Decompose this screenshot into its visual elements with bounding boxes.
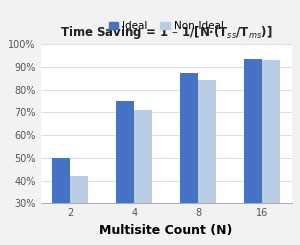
Legend: Ideal, Non-Ideal: Ideal, Non-Ideal (109, 21, 224, 31)
Bar (70, 176, 88, 245)
Bar (244, 59, 262, 245)
Bar (198, 80, 216, 245)
X-axis label: Multisite Count (N): Multisite Count (N) (100, 224, 233, 237)
Bar (180, 73, 198, 245)
Bar (52, 158, 70, 245)
Bar (116, 101, 134, 245)
Bar (262, 60, 280, 245)
Title: Time Saving = 1 – 1/[N·(T$_{ss}$/T$_{ms}$)]: Time Saving = 1 – 1/[N·(T$_{ss}$/T$_{ms}… (60, 24, 272, 41)
Bar (134, 110, 152, 245)
